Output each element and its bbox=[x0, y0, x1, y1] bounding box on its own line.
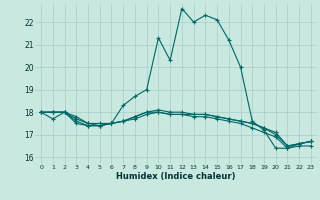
X-axis label: Humidex (Indice chaleur): Humidex (Indice chaleur) bbox=[116, 172, 236, 181]
